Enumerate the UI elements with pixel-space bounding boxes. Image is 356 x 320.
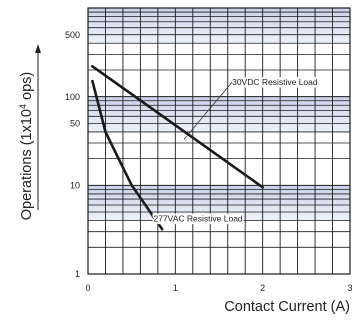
- shaded-band: [88, 8, 350, 44]
- plot-frame: [87, 7, 351, 275]
- annotation-label-bg: [152, 213, 244, 225]
- y-axis-arrow-head: [35, 44, 41, 53]
- y-tick-label: 500: [65, 30, 80, 40]
- y-axis-title: Operations (1x104 ops): [18, 72, 35, 221]
- shaded-band: [88, 96, 350, 132]
- x-tick-labels: 0 1 2 3: [85, 283, 352, 293]
- series-line-2: [91, 79, 164, 231]
- y-axis-title-main: Operations (1x10: [19, 109, 35, 220]
- x-axis-title: Contact Current (A): [224, 299, 350, 315]
- shaded-bands: [88, 8, 350, 221]
- annotation-leader-2: [140, 198, 154, 219]
- x-tick-label: 2: [260, 283, 265, 293]
- chart-grid: [88, 8, 350, 275]
- y-tick-labels: 1 10 50 100 500: [65, 30, 80, 279]
- annotation-label-bg: [231, 77, 319, 88]
- y-tick-label: 50: [70, 119, 80, 129]
- y-axis-arrow: [35, 44, 41, 210]
- x-tick-label: 3: [347, 283, 352, 293]
- y-tick-label: 100: [65, 92, 80, 102]
- y-axis-title-suffix: ops): [19, 72, 35, 104]
- chart-annotations: 30VDC Resistive Load 277VAC Resistive Loa…: [140, 77, 319, 225]
- x-tick-label: 1: [173, 283, 178, 293]
- y-tick-label: 10: [70, 181, 80, 191]
- annotation-label-1: 30VDC Resistive Load: [232, 77, 318, 87]
- x-tick-label: 0: [85, 283, 90, 293]
- y-axis-title-exponent: 4: [18, 104, 28, 109]
- chart-series: [91, 65, 265, 231]
- annotation-label-2: 277VAC Resistive Load: [154, 214, 243, 224]
- annotation-leader-1: [183, 81, 233, 140]
- y-tick-label: 1: [75, 269, 80, 279]
- plot-border: [87, 7, 351, 275]
- y-axis-title-group: Operations (1x104 ops): [18, 72, 35, 221]
- series-line-1: [91, 65, 265, 189]
